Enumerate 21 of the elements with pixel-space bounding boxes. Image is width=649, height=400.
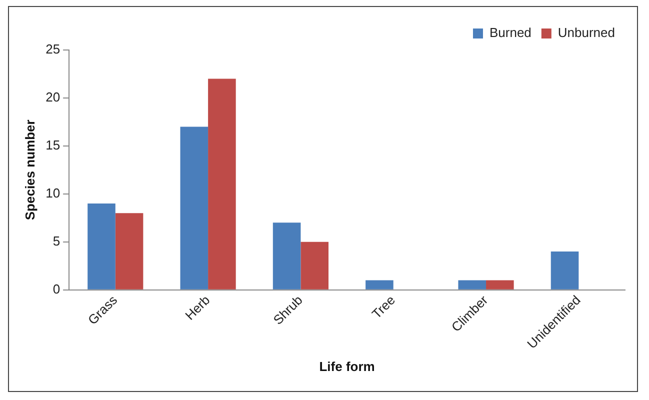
bar: [300, 242, 328, 290]
y-tick-label: 10: [46, 185, 60, 200]
y-tick-label: 5: [52, 233, 60, 248]
bar: [208, 78, 236, 290]
bar: [486, 280, 514, 290]
bar: [458, 280, 486, 290]
x-axis-title: Life form: [319, 358, 375, 374]
bar: [366, 280, 394, 290]
y-tick-label: 25: [46, 42, 60, 57]
bar: [180, 126, 208, 290]
bar: [115, 213, 144, 290]
y-tick-label: 15: [46, 138, 60, 153]
bar: [550, 251, 579, 290]
legend-label: Burned: [489, 25, 532, 40]
x-tick-label: Tree: [368, 292, 398, 322]
y-tick-label: 20: [46, 90, 60, 105]
y-tick-label: 0: [52, 281, 60, 296]
bar: [272, 222, 301, 290]
legend-label: Unburned: [558, 25, 616, 40]
bar: [88, 203, 116, 290]
y-axis-title: Species number: [22, 120, 38, 220]
